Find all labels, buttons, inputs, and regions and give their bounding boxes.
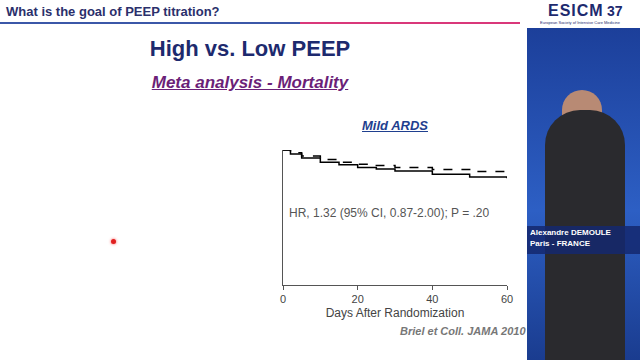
html-text:37: 37 [607,3,623,19]
html-text:Briel et Coll. JAMA 2010: Briel et Coll. JAMA 2010 [400,325,526,337]
html-text:Alexandre DEMOULE: Alexandre DEMOULE [530,228,611,237]
svg-text:60: 60 [501,293,513,305]
html-text:What is the goal of PEEP titra: What is the goal of PEEP titration? [6,4,220,19]
html-text:Mild ARDS: Mild ARDS [362,118,428,133]
html-text:Paris - FRANCE: Paris - FRANCE [530,239,590,248]
html-text:High vs. Low PEEP: High vs. Low PEEP [149,36,351,61]
svg-text:40: 40 [426,293,438,305]
svg-text:HR, 1.32 (95% CI, 0.87-2.00);: HR, 1.32 (95% CI, 0.87-2.00); P = .20 [289,206,490,220]
html-text:European Society of Intensive: European Society of Intensive Care Medic… [540,20,620,25]
html-text:Meta analysis - Mortality: Meta analysis - Mortality [151,73,349,92]
svg-text:20: 20 [352,293,364,305]
html-text:ESICM: ESICM [548,2,604,19]
svg-text:0: 0 [280,293,286,305]
svg-text:Days After Randomization: Days After Randomization [326,306,465,320]
